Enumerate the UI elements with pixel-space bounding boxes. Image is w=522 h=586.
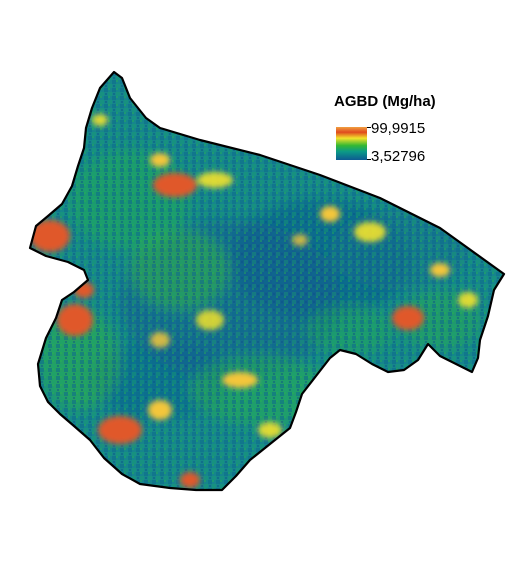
legend-tick-max bbox=[367, 127, 371, 128]
biomass-hotspots bbox=[30, 114, 478, 488]
legend-color-ramp bbox=[336, 127, 367, 160]
legend-tick-min bbox=[367, 159, 371, 160]
legend: AGBD (Mg/ha) 99,9915 3,52796 bbox=[334, 93, 514, 165]
legend-title: AGBD (Mg/ha) bbox=[334, 93, 436, 110]
legend-max-label: 99,9915 bbox=[371, 120, 426, 137]
legend-min-label: 3,52796 bbox=[371, 148, 426, 165]
region-outline bbox=[28, 70, 506, 492]
